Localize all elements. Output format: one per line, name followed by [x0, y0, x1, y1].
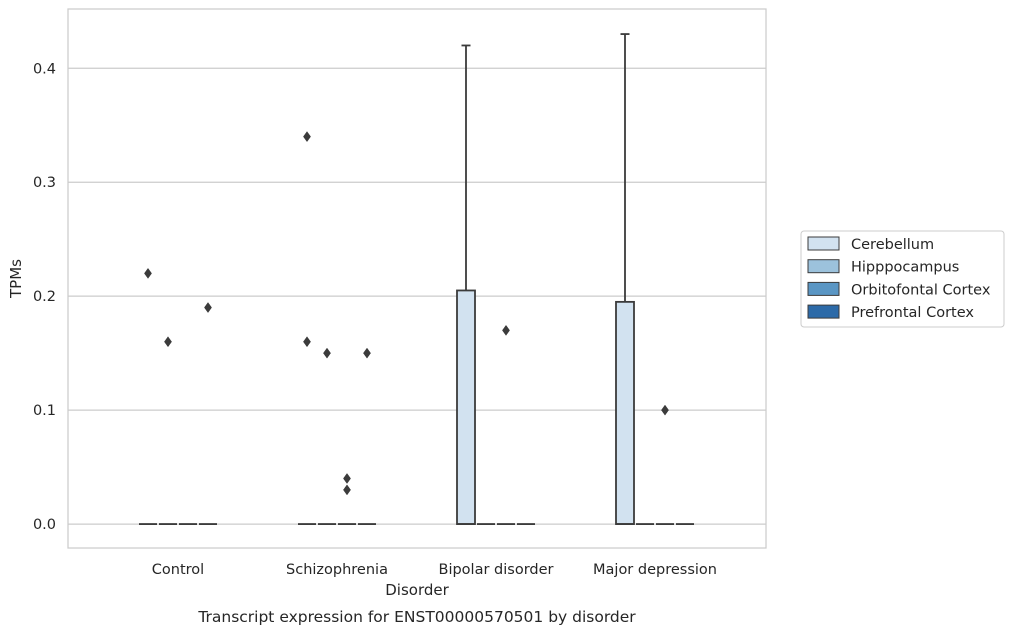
box-layer	[139, 33, 694, 525]
x-tick-label: Bipolar disorder	[439, 562, 554, 578]
legend-frame	[800, 230, 1005, 328]
x-axis-label: Disorder	[385, 581, 449, 599]
x-axis-ticks: Control Schizophrenia Bipolar disorder Majo…	[152, 562, 717, 578]
y-tick-label: 0.3	[33, 175, 56, 191]
legend-items: Cerebellum Hipppocampus Orbitofontal Corte…	[807, 236, 991, 321]
legend-item: Hipppocampus	[807, 259, 959, 276]
box-cerebellum	[615, 33, 635, 525]
outlier-point	[363, 347, 371, 359]
outlier-point	[164, 336, 172, 348]
legend-label: Cerebellum	[851, 237, 934, 253]
box-body	[456, 289, 476, 525]
y-tick-label: 0.4	[33, 61, 56, 77]
outlier-point	[144, 267, 152, 279]
legend-swatch	[807, 259, 840, 274]
outlier-point	[343, 473, 351, 484]
legend-label: Prefrontal Cortex	[851, 305, 974, 321]
outlier-point	[323, 347, 331, 359]
plot-frame	[67, 8, 767, 549]
outlier-layer	[144, 131, 669, 496]
legend-item: Cerebellum	[807, 236, 934, 253]
outlier-point	[303, 131, 311, 143]
x-tick-label: Control	[152, 562, 204, 578]
legend-swatch	[807, 236, 840, 251]
x-tick-label: Schizophrenia	[286, 562, 388, 578]
y-tick-label: 0.1	[33, 403, 56, 419]
outlier-point	[303, 336, 311, 348]
outlier-point	[343, 484, 351, 496]
y-axis-label: TPMs	[7, 259, 25, 299]
legend-swatch	[807, 281, 840, 296]
legend-label: Orbitofontal Cortex	[851, 282, 991, 298]
legend-item: Orbitofontal Cortex	[807, 281, 991, 298]
y-tick-label: 0.2	[33, 289, 56, 305]
legend-swatch	[807, 304, 840, 319]
outlier-point	[661, 404, 669, 416]
chart-caption: Transcript expression for ENST0000057050…	[197, 608, 636, 626]
outlier-point	[502, 324, 510, 336]
y-axis-ticks: 0.0 0.1 0.2 0.3 0.4	[33, 61, 56, 533]
box-cerebellum	[456, 44, 476, 525]
box-body	[615, 300, 635, 525]
x-tick-label: Major depression	[593, 562, 717, 578]
legend-label: Hipppocampus	[851, 260, 959, 276]
grid-lines	[68, 67, 766, 525]
outlier-point	[204, 302, 212, 313]
legend-item: Prefrontal Cortex	[807, 304, 974, 321]
legend: Cerebellum Hipppocampus Orbitofontal Corte…	[800, 230, 1005, 328]
y-tick-label: 0.0	[33, 517, 56, 533]
